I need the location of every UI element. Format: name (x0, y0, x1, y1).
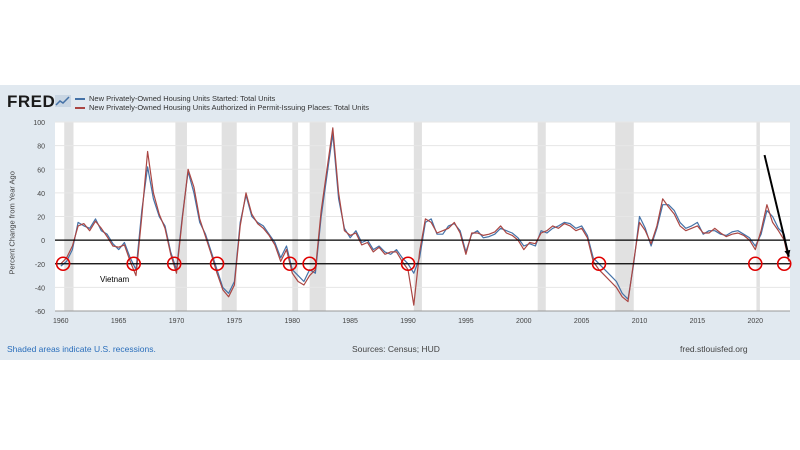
highlight-circle (400, 256, 416, 272)
highlight-circle (776, 256, 792, 272)
x-tick-label: 2010 (632, 318, 648, 325)
y-tick-label: 40 (37, 191, 45, 198)
x-tick-label: 1985 (342, 318, 358, 325)
y-tick-label: 60 (37, 167, 45, 174)
x-tick-label: 1980 (284, 318, 300, 325)
arrow-shaft (763, 154, 790, 257)
x-tick-label: 2020 (747, 318, 763, 325)
y-tick-label: 0 (41, 238, 45, 245)
highlight-circle (747, 256, 763, 272)
highlight-circle (302, 256, 317, 272)
x-tick-label: 2015 (690, 318, 706, 325)
highlight-circle (591, 256, 607, 272)
legend-label-permits: New Privately-Owned Housing Units Author… (89, 103, 369, 112)
recession-note-link[interactable]: Shaded areas indicate U.S. recessions. (7, 344, 156, 354)
legend-label-starts: New Privately-Owned Housing Units Starte… (89, 94, 276, 103)
sources-text: Sources: Census; HUD (352, 344, 440, 354)
highlight-circle (55, 256, 71, 272)
line-chart: -60 -40 -20 0 20 40 60 80 100 1960 1965 1970 1975 198… (33, 120, 792, 325)
fred-logo[interactable]: FRED (7, 92, 56, 111)
y-tick-label: 100 (33, 120, 45, 127)
y-tick-label: -20 (35, 262, 45, 269)
highlight-circle (282, 256, 298, 272)
highlight-circle (166, 256, 182, 272)
y-tick-label: -60 (35, 309, 45, 316)
arrow-head (784, 249, 791, 257)
highlight-circle (209, 256, 225, 272)
x-tick-label: 1965 (111, 318, 127, 325)
x-tick-label: 1970 (169, 318, 185, 325)
fred-url: fred.stlouisfed.org (680, 344, 748, 354)
chart-logo-icon (55, 95, 71, 107)
highlight-circle (126, 256, 142, 272)
y-axis-label: Percent Change from Year Ago (7, 171, 17, 275)
x-tick-label: 2000 (516, 318, 532, 325)
x-tick-label: 1975 (227, 318, 243, 325)
legend-item-starts: New Privately-Owned Housing Units Starte… (75, 94, 275, 103)
legend-item-permits: New Privately-Owned Housing Units Author… (75, 103, 369, 112)
x-tick-label: 1995 (458, 318, 474, 325)
vietnam-annotation: Vietnam (100, 275, 130, 284)
legend-swatch-starts (75, 97, 85, 100)
x-tick-label: 2005 (574, 318, 590, 325)
legend-swatch-permits (75, 106, 85, 109)
y-tick-label: 20 (37, 215, 45, 222)
y-tick-label: -40 (35, 285, 45, 292)
x-tick-label: 1990 (400, 318, 416, 325)
y-tick-label: 80 (37, 144, 45, 151)
series-line-permits (60, 127, 790, 306)
x-tick-label: 1960 (53, 318, 69, 325)
